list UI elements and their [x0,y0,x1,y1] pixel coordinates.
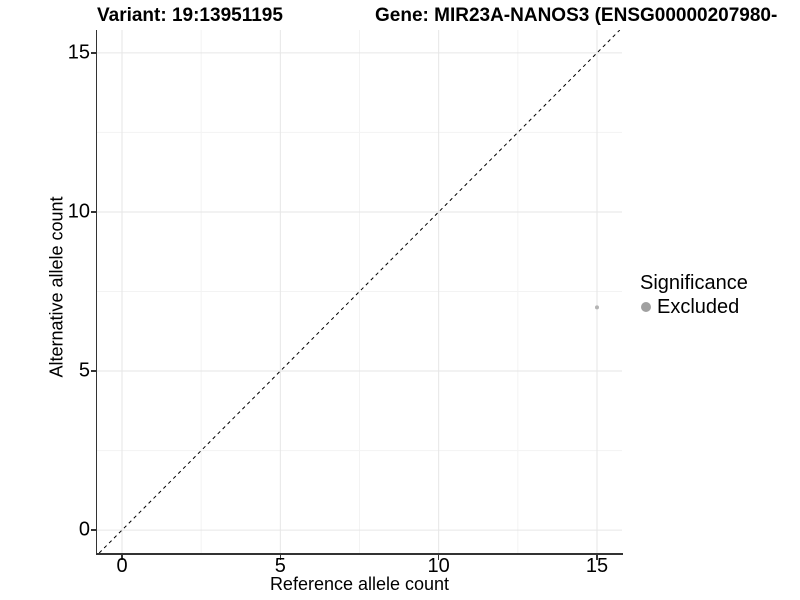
x-tick-mark [279,554,282,560]
legend: Significance Excluded [640,271,748,319]
x-tick-label: 10 [427,555,450,577]
y-tick-mark [91,52,97,54]
y-tick-mark [91,370,97,372]
legend-key-dot-icon [641,302,651,312]
x-tick-mark [121,554,123,560]
plot-panel [97,30,622,553]
y-tick-label: 15 [67,41,90,64]
x-axis-title: Reference allele count [269,574,450,594]
data-point [594,305,599,310]
y-tick-mark [91,529,97,531]
legend-item-excluded: Excluded [640,295,748,319]
plot-area [97,30,622,553]
legend-item-label: Excluded [657,295,740,318]
y-tick-mark [91,211,97,213]
x-tick-mark [596,554,598,560]
y-axis-title: Alternative allele count [46,196,67,378]
x-axis-line [95,553,623,555]
x-tick-mark [437,554,440,560]
legend-title: Significance [640,272,748,294]
y-tick-label: 10 [67,200,90,223]
y-axis-line [95,30,97,555]
x-tick-label: 5 [274,555,286,577]
y-tick-label: 0 [78,518,90,541]
x-tick-label: 15 [585,555,609,577]
x-tick-label: 0 [116,555,128,577]
plot-title-gene: Gene: MIR23A-NANOS3 (ENSG00000207980- [375,5,778,26]
plot-title-variant: Variant: 19:13951195 [97,5,283,26]
y-tick-label: 5 [78,359,90,382]
